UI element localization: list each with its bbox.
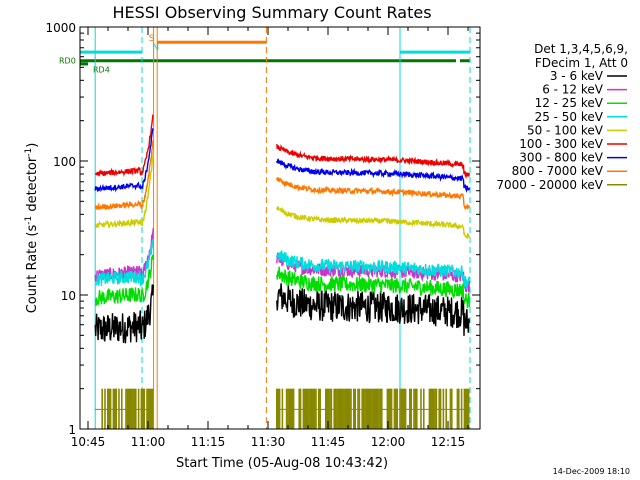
series-line — [276, 158, 470, 194]
series-line — [276, 144, 470, 180]
footer-date: 14-Dec-2009 18:10 — [553, 467, 630, 476]
x-axis: 10:45 11:00 11:15 11:30 11:45 12:00 12:15 — [71, 27, 469, 449]
y-tick-label: 10 — [61, 289, 76, 303]
y-label-sup2: -1 — [24, 148, 34, 157]
flag-bars: SN RD0 RD4 — [59, 34, 470, 75]
x-tick-label: 11:00 — [131, 435, 166, 449]
legend-label: 7000 - 20000 keV — [496, 178, 603, 192]
legend-label: 50 - 100 keV — [527, 123, 604, 137]
series-line — [276, 266, 470, 309]
flag-label-s: S — [149, 34, 155, 44]
series-8 — [95, 388, 470, 429]
flag-label-rd0: RD0 — [59, 57, 76, 66]
vertical-marker-lines — [94, 27, 471, 429]
series-line — [94, 113, 154, 178]
legend-label: 300 - 800 keV — [519, 151, 603, 165]
series-2 — [94, 254, 470, 309]
series-line — [276, 205, 470, 239]
x-tick-label: 11:30 — [251, 435, 286, 449]
flag-label-n: N — [152, 43, 159, 53]
legend: Det 1,3,4,5,6,9, FDecim 1, Att 0 3 - 6 k… — [496, 42, 628, 192]
flag-label-rd4: RD4 — [93, 66, 110, 75]
chart-title: HESSI Observing Summary Count Rates — [112, 3, 431, 22]
series-line — [276, 283, 470, 336]
legend-label: 100 - 300 keV — [519, 137, 603, 151]
x-tick-label: 11:15 — [191, 435, 226, 449]
series-line — [276, 177, 470, 211]
legend-label: 800 - 7000 keV — [512, 164, 604, 178]
y-axis-label: Count Rate (s-1 detector-1) — [24, 143, 40, 314]
x-axis-label: Start Time (05-Aug-08 10:43:42) — [176, 456, 388, 471]
y-label-end: ) — [25, 143, 40, 148]
series-line — [94, 139, 154, 211]
series-line — [94, 228, 154, 282]
legend-header-2: FDecim 1, Att 0 — [535, 56, 628, 70]
legend-label: 25 - 50 keV — [535, 110, 604, 124]
y-label-sup1: -1 — [24, 216, 34, 225]
x-tick-label: 12:15 — [431, 435, 466, 449]
series-group — [94, 113, 470, 429]
series-3 — [94, 239, 470, 289]
y-axis: 1 10 100 1000 — [45, 21, 480, 437]
series-line — [94, 254, 154, 306]
y-tick-label: 1 — [68, 423, 76, 437]
series-6 — [94, 127, 470, 194]
series-7 — [94, 139, 470, 211]
legend-label: 3 - 6 keV — [550, 69, 604, 83]
x-tick-label: 10:45 — [71, 435, 106, 449]
plot-frame — [79, 26, 481, 430]
legend-label: 6 - 12 keV — [542, 83, 604, 97]
series-line — [276, 250, 470, 289]
x-tick-label: 11:45 — [311, 435, 346, 449]
series-5 — [94, 113, 470, 180]
series-line — [94, 284, 154, 344]
legend-label: 12 - 25 keV — [535, 96, 604, 110]
x-tick-label: 12:00 — [371, 435, 406, 449]
series-0 — [94, 283, 470, 344]
series-line — [94, 239, 154, 287]
y-label-main: Count Rate (s — [25, 225, 40, 314]
y-tick-label: 100 — [53, 155, 76, 169]
y-tick-label: 1000 — [45, 21, 76, 35]
series-line — [94, 127, 154, 193]
series-4 — [94, 152, 470, 239]
series-line — [94, 152, 154, 229]
legend-header-1: Det 1,3,4,5,6,9, — [534, 42, 628, 56]
y-label-mid: detector — [25, 156, 40, 216]
